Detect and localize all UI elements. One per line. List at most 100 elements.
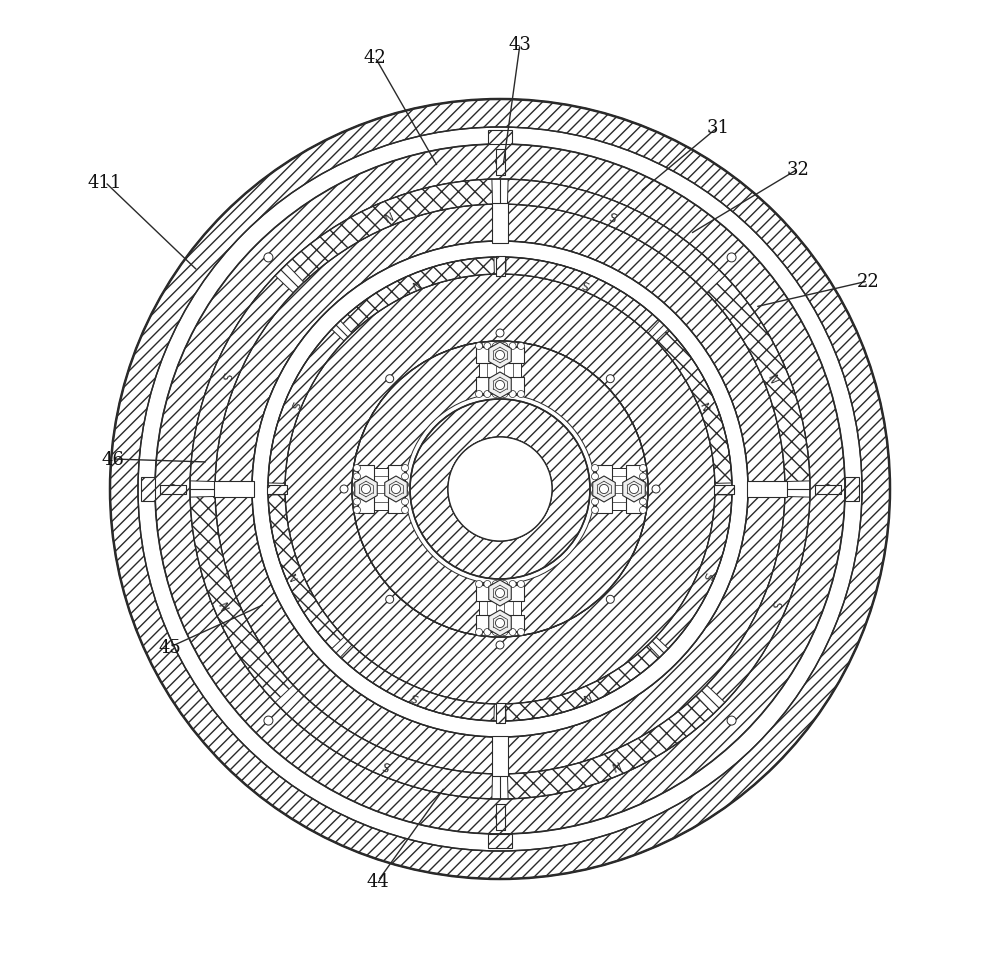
Wedge shape [353, 342, 488, 478]
Circle shape [592, 499, 598, 506]
Circle shape [354, 490, 361, 497]
Circle shape [402, 499, 409, 506]
Circle shape [592, 490, 598, 497]
Circle shape [606, 376, 614, 383]
Circle shape [509, 581, 516, 588]
Circle shape [476, 391, 483, 398]
Text: N: N [287, 569, 300, 581]
Circle shape [727, 716, 736, 726]
Polygon shape [492, 735, 508, 776]
Wedge shape [268, 495, 344, 649]
Text: N: N [380, 207, 393, 223]
Polygon shape [845, 477, 859, 502]
Wedge shape [707, 497, 810, 702]
Circle shape [354, 465, 361, 472]
Polygon shape [489, 342, 511, 369]
Circle shape [518, 581, 524, 588]
Text: 42: 42 [364, 49, 386, 67]
Wedge shape [507, 696, 713, 799]
Polygon shape [489, 373, 511, 399]
Text: 45: 45 [159, 639, 181, 656]
Circle shape [354, 499, 361, 506]
Polygon shape [714, 485, 734, 494]
Polygon shape [626, 466, 642, 513]
Polygon shape [496, 703, 505, 723]
Wedge shape [190, 497, 293, 702]
Text: S: S [608, 207, 620, 222]
Polygon shape [496, 150, 505, 175]
Polygon shape [496, 804, 505, 829]
Wedge shape [268, 330, 344, 484]
Circle shape [495, 619, 505, 628]
Polygon shape [357, 468, 405, 511]
Circle shape [518, 343, 524, 350]
Wedge shape [507, 180, 713, 283]
Text: S: S [409, 689, 420, 702]
Circle shape [501, 629, 508, 636]
Wedge shape [656, 495, 732, 649]
Text: S: S [218, 370, 233, 381]
Circle shape [640, 473, 646, 480]
Circle shape [448, 437, 552, 542]
Text: N: N [700, 398, 713, 410]
Circle shape [496, 330, 504, 337]
Text: 43: 43 [509, 36, 531, 54]
Text: N: N [409, 277, 420, 289]
Circle shape [352, 341, 648, 638]
Circle shape [606, 596, 614, 603]
Text: N: N [580, 689, 591, 702]
Text: 32: 32 [787, 160, 809, 179]
Circle shape [640, 490, 646, 497]
Circle shape [640, 507, 646, 514]
Circle shape [509, 391, 516, 398]
Circle shape [492, 391, 499, 398]
Polygon shape [479, 585, 521, 633]
Wedge shape [512, 342, 647, 478]
Circle shape [640, 499, 646, 506]
Text: S: S [767, 598, 782, 609]
Polygon shape [476, 615, 524, 632]
Wedge shape [340, 645, 494, 721]
Circle shape [496, 157, 505, 167]
Circle shape [476, 343, 483, 350]
Text: S: S [288, 399, 299, 409]
Circle shape [484, 629, 491, 636]
Circle shape [501, 391, 508, 398]
Wedge shape [506, 645, 660, 721]
Circle shape [652, 485, 660, 494]
Wedge shape [287, 180, 493, 283]
Circle shape [509, 629, 516, 636]
Polygon shape [746, 481, 786, 498]
Circle shape [484, 581, 491, 588]
Polygon shape [492, 203, 508, 244]
Circle shape [484, 391, 491, 398]
Wedge shape [506, 258, 660, 333]
Circle shape [629, 485, 639, 494]
Polygon shape [593, 476, 615, 503]
Circle shape [391, 485, 401, 494]
Polygon shape [595, 468, 643, 511]
Circle shape [640, 482, 646, 489]
Circle shape [386, 596, 394, 603]
Circle shape [402, 465, 409, 472]
Wedge shape [353, 501, 488, 637]
Circle shape [476, 581, 483, 588]
Circle shape [501, 581, 508, 588]
Polygon shape [476, 586, 524, 601]
Polygon shape [489, 610, 511, 637]
Polygon shape [214, 481, 254, 498]
Circle shape [340, 485, 348, 494]
Circle shape [492, 343, 499, 350]
Circle shape [823, 485, 832, 494]
Circle shape [476, 629, 483, 636]
Polygon shape [385, 476, 407, 503]
Circle shape [495, 589, 505, 598]
Text: S: S [580, 277, 591, 289]
Text: 22: 22 [857, 273, 879, 290]
Polygon shape [496, 256, 505, 276]
Circle shape [386, 376, 394, 383]
Polygon shape [479, 346, 521, 394]
Circle shape [599, 485, 609, 494]
Circle shape [402, 490, 409, 497]
Polygon shape [489, 580, 511, 606]
